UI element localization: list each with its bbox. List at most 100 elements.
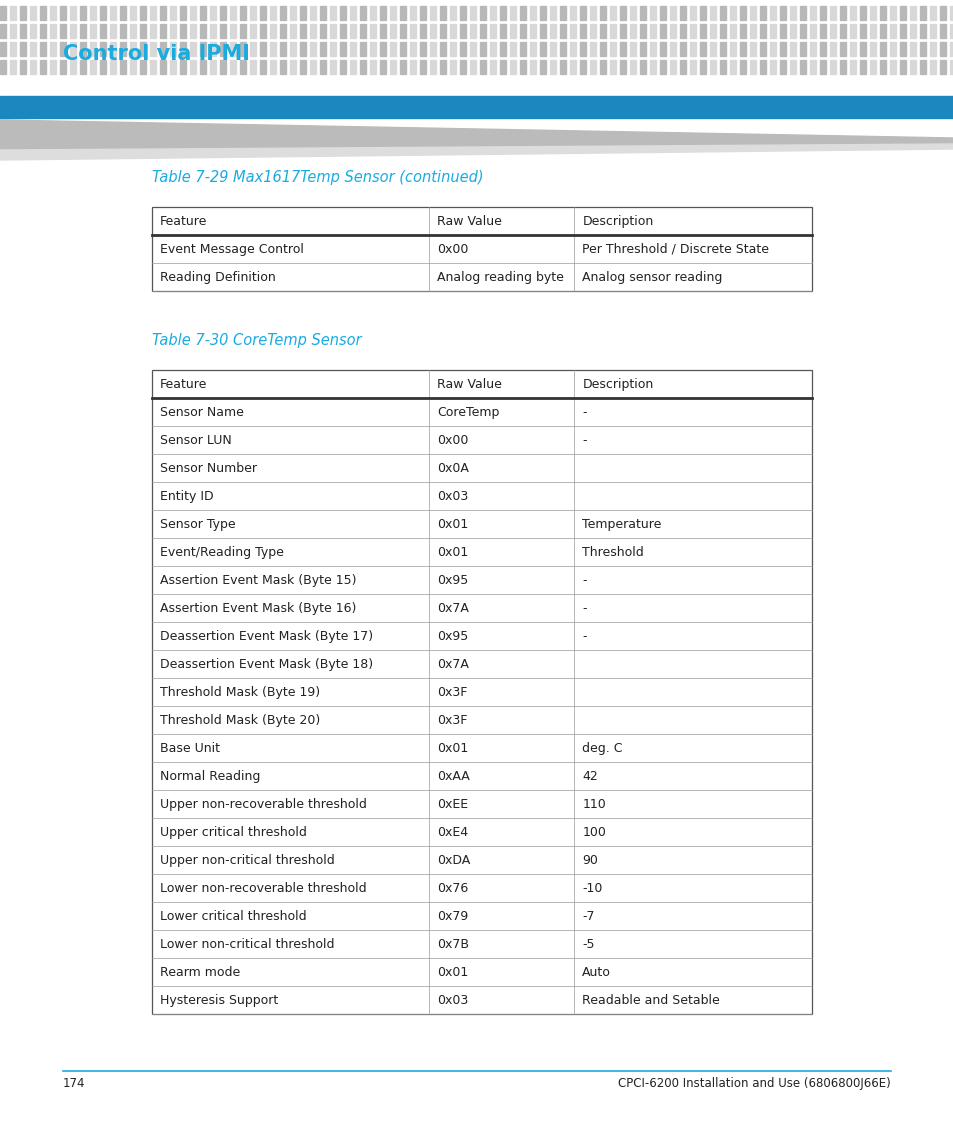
Bar [490, 6, 496, 19]
Bar [379, 24, 386, 38]
Bar [820, 6, 825, 19]
Bar [160, 60, 166, 74]
Bar [90, 60, 96, 74]
Bar [190, 42, 195, 56]
Bar [809, 6, 815, 19]
Bar [780, 60, 785, 74]
Bar [399, 60, 406, 74]
Text: 0x00: 0x00 [436, 434, 468, 447]
Bar [150, 42, 156, 56]
Bar [210, 6, 215, 19]
Bar [319, 60, 326, 74]
Text: -: - [581, 630, 586, 643]
Bar [679, 60, 685, 74]
Bar [410, 24, 416, 38]
Bar [319, 6, 326, 19]
Text: Analog sensor reading: Analog sensor reading [581, 271, 722, 284]
Bar [0, 60, 6, 74]
Bar [919, 24, 925, 38]
Bar [809, 42, 815, 56]
Bar [729, 24, 735, 38]
Bar [949, 60, 953, 74]
Bar [609, 24, 616, 38]
Bar [170, 6, 175, 19]
Bar [519, 6, 525, 19]
Bar [40, 60, 46, 74]
Bar [30, 42, 36, 56]
Bar [120, 6, 126, 19]
Bar [390, 6, 395, 19]
Bar [40, 6, 46, 19]
Bar [399, 24, 406, 38]
Bar [510, 6, 516, 19]
Bar [152, 370, 811, 1014]
Bar [479, 42, 485, 56]
Bar [800, 24, 805, 38]
Bar [170, 42, 175, 56]
Bar [150, 60, 156, 74]
Bar [339, 24, 346, 38]
Bar [589, 6, 596, 19]
Text: 0x00: 0x00 [436, 243, 468, 256]
Bar [210, 42, 215, 56]
Text: Normal Reading: Normal Reading [160, 769, 260, 783]
Bar [869, 6, 875, 19]
Bar [0, 24, 6, 38]
Bar [499, 42, 505, 56]
Bar [780, 42, 785, 56]
Bar [40, 42, 46, 56]
Bar [859, 24, 865, 38]
Bar [789, 24, 795, 38]
Bar [330, 42, 335, 56]
Bar [659, 24, 665, 38]
Text: Threshold: Threshold [581, 546, 643, 559]
Bar [559, 24, 565, 38]
Bar [339, 60, 346, 74]
Bar [470, 42, 476, 56]
Bar [220, 6, 226, 19]
Bar [379, 6, 386, 19]
Bar [70, 6, 76, 19]
Bar [90, 6, 96, 19]
Bar [430, 24, 436, 38]
Bar [579, 6, 585, 19]
Text: Feature: Feature [160, 378, 207, 390]
Bar [330, 6, 335, 19]
Bar [629, 42, 636, 56]
Text: Deassertion Event Mask (Byte 17): Deassertion Event Mask (Byte 17) [160, 630, 373, 643]
Bar [800, 60, 805, 74]
Bar [250, 42, 255, 56]
Bar [849, 24, 855, 38]
Bar [110, 42, 116, 56]
Bar [530, 24, 536, 38]
Text: 90: 90 [581, 854, 598, 867]
Bar [550, 6, 556, 19]
Bar [550, 24, 556, 38]
Bar [80, 24, 86, 38]
Bar [760, 42, 765, 56]
Bar [499, 6, 505, 19]
Bar [419, 6, 426, 19]
Bar [490, 60, 496, 74]
Bar [180, 42, 186, 56]
Bar [639, 42, 645, 56]
Bar [949, 42, 953, 56]
Bar [450, 6, 456, 19]
Bar [939, 6, 945, 19]
Bar [599, 60, 605, 74]
Bar [789, 42, 795, 56]
Bar [760, 24, 765, 38]
Bar [330, 24, 335, 38]
Bar [669, 60, 676, 74]
Bar [809, 24, 815, 38]
Text: 0x79: 0x79 [436, 910, 468, 923]
Text: 0x01: 0x01 [436, 742, 468, 755]
Bar [350, 24, 355, 38]
Bar [879, 6, 885, 19]
Bar [60, 42, 66, 56]
Bar [280, 6, 286, 19]
Text: Base Unit: Base Unit [160, 742, 220, 755]
Text: 0xE4: 0xE4 [436, 826, 468, 839]
Text: 42: 42 [581, 769, 598, 783]
Bar [879, 24, 885, 38]
